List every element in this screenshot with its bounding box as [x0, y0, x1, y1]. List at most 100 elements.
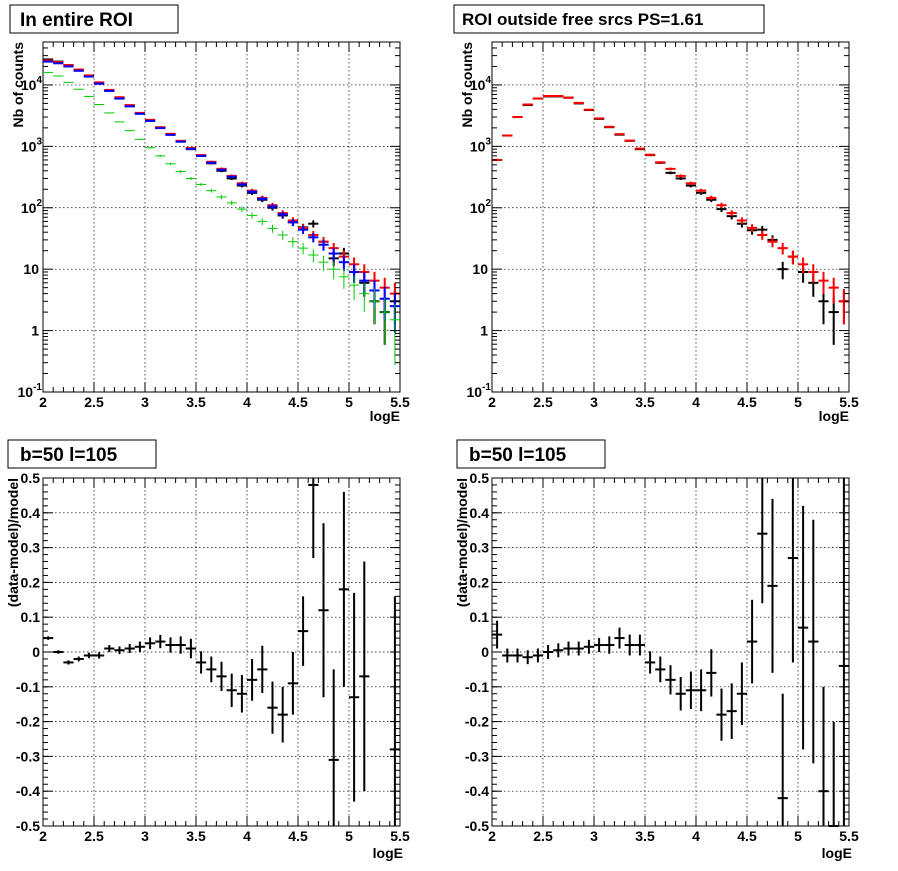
data-point [277, 686, 288, 743]
data-point [94, 652, 105, 659]
y-tick-label: 0.4 [470, 505, 490, 521]
x-tick-label: 3 [590, 828, 598, 844]
data-point [226, 673, 237, 707]
data-point [134, 138, 145, 141]
panel-title: b=50 l=105 [469, 445, 567, 466]
x-tick-label: 4.5 [288, 828, 308, 844]
data-markers [43, 58, 400, 365]
data-point [298, 225, 309, 235]
y-tick-label: -0.3 [465, 748, 489, 764]
data-point [73, 656, 84, 662]
data-point [53, 650, 64, 654]
data-point [492, 620, 503, 649]
data-point [747, 599, 758, 684]
data-point [665, 171, 676, 175]
y-tick-label: 0.5 [470, 470, 490, 486]
data-point [767, 498, 778, 673]
data-point [624, 139, 635, 142]
x-tick-label: 5 [345, 828, 353, 844]
data-point [787, 478, 798, 663]
data-point [277, 230, 288, 240]
data-point [216, 661, 227, 691]
y-tick-label: -0.3 [16, 748, 40, 764]
x-tick-label: 4 [692, 828, 700, 844]
data-point [696, 188, 707, 193]
data-point [114, 646, 125, 655]
data-point [716, 202, 727, 208]
x-tick-label: 3.5 [186, 394, 206, 410]
data-point [155, 154, 166, 157]
data-point [185, 176, 196, 181]
data-point [389, 303, 400, 365]
data-point [145, 637, 156, 650]
data-point [134, 641, 145, 652]
y-tick-label: -0.1 [465, 679, 489, 695]
title-box [7, 439, 157, 469]
y-tick-label: -0.5 [465, 818, 489, 834]
panel-title: b=50 l=105 [20, 445, 118, 466]
data-point [236, 206, 247, 213]
y-tick-label: 0.2 [21, 574, 41, 590]
data-point [124, 643, 135, 654]
y-tick-label: 104 [21, 75, 43, 93]
grid-lines [492, 478, 849, 826]
data-point [359, 561, 370, 792]
data-point [165, 637, 176, 653]
data-point [328, 247, 339, 261]
data-point [349, 275, 360, 300]
x-tick-label: 2 [488, 394, 496, 410]
data-point [318, 239, 329, 251]
data-point [706, 195, 717, 201]
x-tick-label: 2 [39, 394, 47, 410]
data-point [583, 108, 594, 111]
x-axis-label: logE [373, 845, 403, 861]
data-point [726, 210, 737, 217]
data-point [247, 212, 258, 219]
data-point [818, 686, 829, 826]
data-point [298, 596, 309, 666]
data-point [645, 153, 656, 156]
data-point [502, 134, 513, 137]
data-point [328, 261, 339, 280]
data-point [216, 194, 227, 200]
data-point [247, 658, 258, 701]
y-tick-label: 103 [21, 136, 43, 154]
axis-ticks: 2 2.5 3 3.5 4 4.5 5 5.5 10-1 1 10 102 103 104 [467, 41, 859, 410]
data-point [155, 127, 166, 130]
y-tick-label: -0.5 [16, 818, 40, 834]
data-point [716, 688, 727, 741]
y-tick-label: 0.3 [21, 540, 41, 556]
x-tick-label: 4.5 [737, 828, 757, 844]
data-point [512, 648, 523, 663]
data-point [165, 162, 176, 165]
x-tick-label: 5 [345, 394, 353, 410]
data-point [573, 101, 584, 104]
data-point [767, 237, 778, 248]
x-axis-label: logE [819, 408, 849, 424]
data-point [736, 662, 747, 726]
data-point [196, 651, 207, 674]
data-point [522, 650, 533, 665]
plot-frame [42, 41, 401, 393]
panel-title: In entire ROI [20, 10, 133, 31]
data-point [634, 634, 645, 656]
data-point [236, 674, 247, 713]
y-tick-label: 0.4 [21, 505, 41, 521]
plot-frame [491, 41, 850, 393]
data-point [553, 95, 564, 98]
data-point [583, 639, 594, 654]
data-point [604, 125, 615, 128]
title-box [456, 439, 606, 469]
data-point [216, 168, 227, 172]
data-point [665, 665, 676, 695]
y-tick-label: 1 [31, 323, 39, 339]
x-tick-label: 4.5 [288, 394, 308, 410]
axis-ticks: 2 2.5 3 3.5 4 4.5 5 5.5 -0.5 -0.4 -0.3 -0.2 -0.1 0 0.1… [16, 470, 410, 844]
data-point [777, 242, 788, 255]
y-tick-label: 10 [23, 261, 39, 277]
data-point [226, 175, 237, 179]
y-axis-label: (data-model)/model [454, 478, 470, 607]
data-point [808, 519, 819, 764]
data-point [318, 255, 329, 271]
